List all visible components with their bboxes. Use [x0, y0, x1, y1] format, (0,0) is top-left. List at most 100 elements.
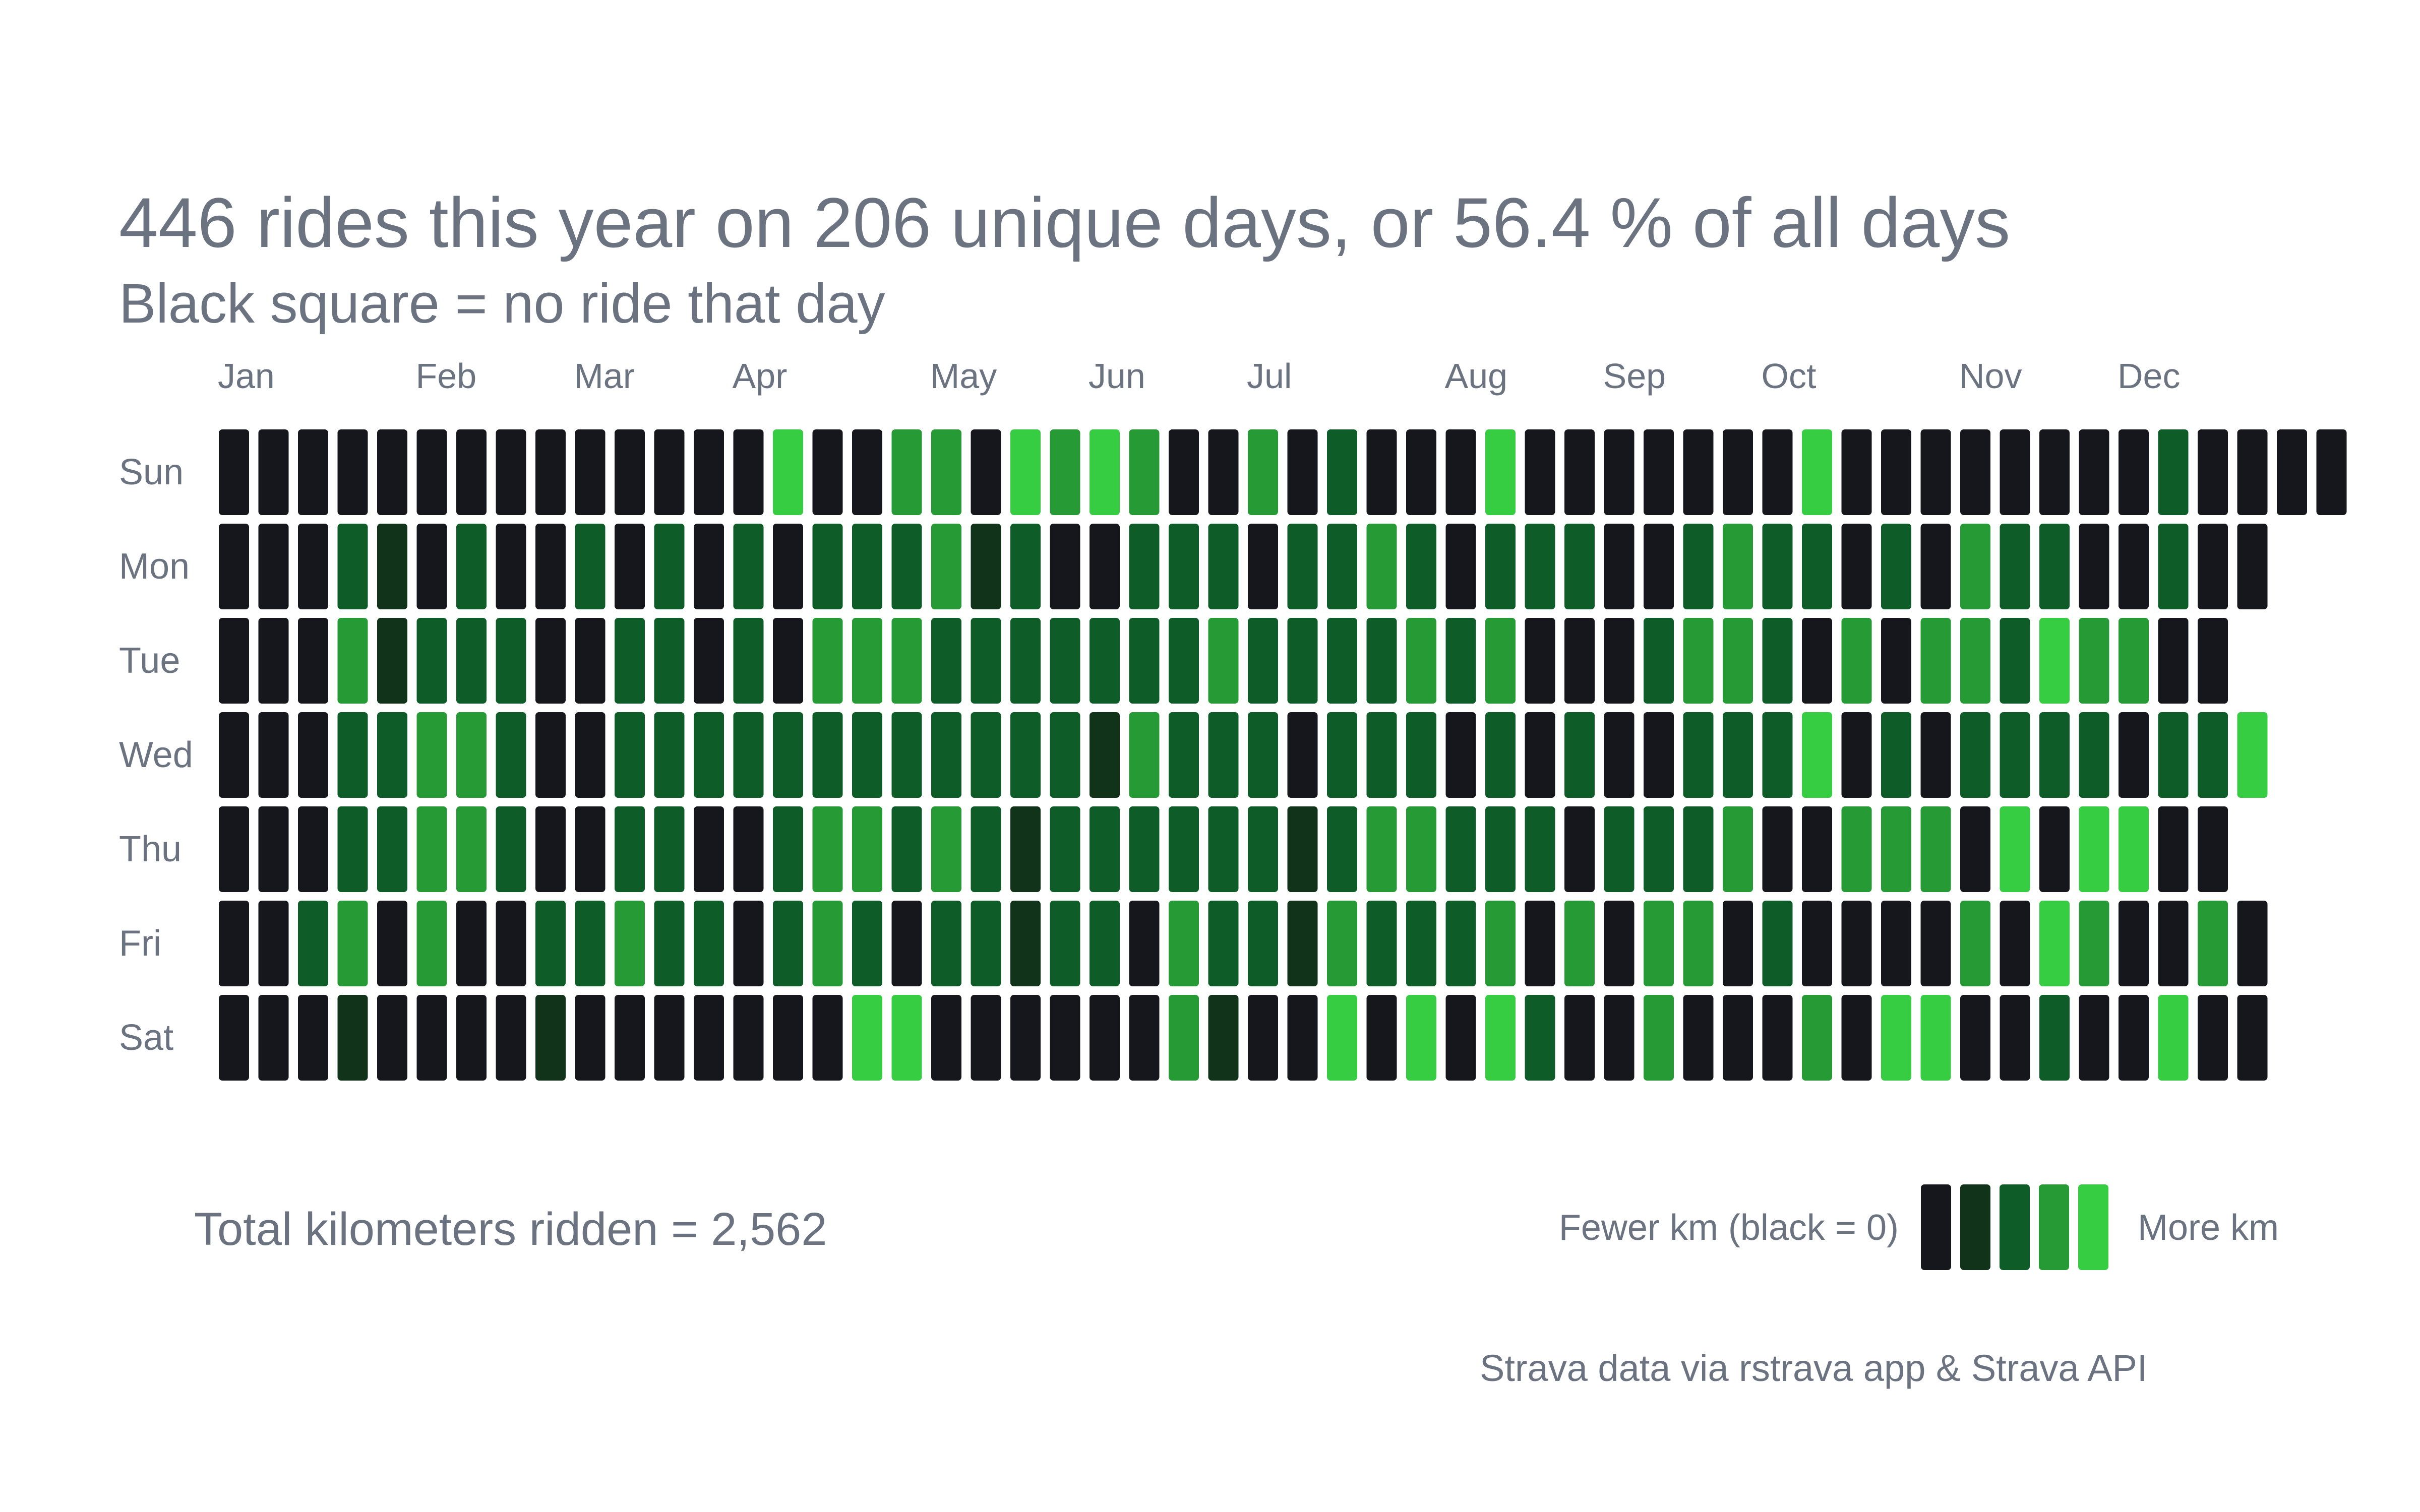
day-cell-sun-week-2	[298, 429, 328, 515]
day-cell-sun-week-41	[1841, 429, 1872, 515]
day-cell-sun-week-32	[1485, 429, 1516, 515]
day-cell-sat-week-17	[891, 995, 922, 1081]
day-cell-tue-week-34	[1564, 618, 1595, 704]
month-label-jan: Jan	[218, 356, 275, 396]
day-cell-sat-week-20	[1010, 995, 1041, 1081]
day-label-sun: Sun	[119, 452, 184, 492]
day-cell-fri-week-42	[1881, 901, 1911, 986]
day-cell-fri-week-11	[654, 901, 685, 986]
day-label-tue: Tue	[119, 641, 180, 681]
day-cell-thu-week-42	[1881, 806, 1911, 892]
day-cell-tue-week-13	[733, 618, 764, 704]
day-cell-thu-week-43	[1920, 806, 1951, 892]
day-cell-wed-week-9	[575, 712, 606, 798]
month-label-jun: Jun	[1088, 356, 1145, 396]
day-cell-wed-week-42	[1881, 712, 1911, 798]
day-cell-mon-week-17	[891, 524, 922, 609]
day-cell-sun-week-42	[1881, 429, 1911, 515]
day-cell-thu-week-49	[2158, 806, 2189, 892]
day-cell-wed-week-24	[1169, 712, 1199, 798]
day-cell-mon-week-3	[337, 524, 368, 609]
day-cell-mon-week-46	[2039, 524, 2070, 609]
day-cell-sat-week-41	[1841, 995, 1872, 1081]
day-cell-tue-week-17	[891, 618, 922, 704]
chart-subtitle: Black square = no ride that day	[119, 273, 885, 335]
legend-fewer-label: Fewer km (black = 0)	[1559, 1208, 1899, 1248]
day-cell-fri-week-49	[2158, 901, 2189, 986]
day-cell-wed-week-8	[535, 712, 566, 798]
day-cell-sun-week-37	[1683, 429, 1714, 515]
legend-swatch-level-4	[2078, 1184, 2108, 1270]
day-cell-mon-week-0	[219, 524, 249, 609]
data-source-caption: Strava data via rstrava app & Strava API	[1480, 1347, 2147, 1389]
day-cell-wed-week-13	[733, 712, 764, 798]
day-cell-sat-week-33	[1525, 995, 1555, 1081]
day-cell-fri-week-0	[219, 901, 249, 986]
day-cell-tue-week-28	[1327, 618, 1357, 704]
day-cell-tue-week-0	[219, 618, 249, 704]
day-cell-sat-week-14	[773, 995, 803, 1081]
day-cell-thu-week-15	[812, 806, 843, 892]
day-cell-wed-week-10	[615, 712, 645, 798]
day-cell-sun-week-13	[733, 429, 764, 515]
day-cell-thu-week-11	[654, 806, 685, 892]
day-cell-wed-week-31	[1445, 712, 1476, 798]
day-cell-tue-week-35	[1604, 618, 1635, 704]
day-cell-sun-week-28	[1327, 429, 1357, 515]
day-cell-thu-week-30	[1406, 806, 1436, 892]
day-cell-wed-week-32	[1485, 712, 1516, 798]
day-cell-fri-week-14	[773, 901, 803, 986]
day-cell-wed-week-37	[1683, 712, 1714, 798]
day-cell-sun-week-14	[773, 429, 803, 515]
day-cell-wed-week-51	[2237, 712, 2268, 798]
day-cell-tue-week-21	[1050, 618, 1080, 704]
day-cell-sun-week-3	[337, 429, 368, 515]
day-cell-thu-week-31	[1445, 806, 1476, 892]
day-cell-sat-week-8	[535, 995, 566, 1081]
day-cell-mon-week-12	[694, 524, 724, 609]
day-cell-tue-week-29	[1366, 618, 1397, 704]
day-cell-fri-week-31	[1445, 901, 1476, 986]
day-cell-thu-week-37	[1683, 806, 1714, 892]
day-cell-sun-week-50	[2198, 429, 2228, 515]
day-cell-tue-week-33	[1525, 618, 1555, 704]
day-cell-thu-week-18	[931, 806, 961, 892]
day-cell-sun-week-53	[2316, 429, 2347, 515]
day-cell-sun-week-26	[1248, 429, 1278, 515]
day-cell-mon-week-51	[2237, 524, 2268, 609]
day-cell-fri-week-2	[298, 901, 328, 986]
day-cell-fri-week-16	[852, 901, 882, 986]
day-cell-sat-week-12	[694, 995, 724, 1081]
day-cell-mon-week-38	[1723, 524, 1753, 609]
legend-swatch-level-0	[1921, 1184, 1951, 1270]
day-cell-tue-week-47	[2079, 618, 2109, 704]
day-cell-wed-week-47	[2079, 712, 2109, 798]
day-cell-tue-week-41	[1841, 618, 1872, 704]
day-cell-tue-week-10	[615, 618, 645, 704]
day-cell-sat-week-19	[971, 995, 1001, 1081]
day-cell-fri-week-17	[891, 901, 922, 986]
day-cell-wed-week-5	[416, 712, 447, 798]
day-cell-sat-week-13	[733, 995, 764, 1081]
day-label-fri: Fri	[119, 923, 161, 964]
day-cell-mon-week-35	[1604, 524, 1635, 609]
month-label-nov: Nov	[1959, 356, 2022, 396]
day-cell-fri-week-10	[615, 901, 645, 986]
day-cell-tue-week-38	[1723, 618, 1753, 704]
day-cell-fri-week-1	[258, 901, 289, 986]
day-cell-thu-week-21	[1050, 806, 1080, 892]
day-cell-mon-week-45	[2000, 524, 2030, 609]
day-cell-sun-week-36	[1644, 429, 1674, 515]
day-cell-fri-week-48	[2119, 901, 2149, 986]
day-cell-wed-week-19	[971, 712, 1001, 798]
day-cell-thu-week-23	[1129, 806, 1160, 892]
day-cell-fri-week-22	[1090, 901, 1120, 986]
day-cell-mon-week-20	[1010, 524, 1041, 609]
day-cell-sat-week-49	[2158, 995, 2189, 1081]
day-cell-fri-week-9	[575, 901, 606, 986]
day-cell-thu-week-16	[852, 806, 882, 892]
day-cell-sun-week-16	[852, 429, 882, 515]
day-cell-mon-week-18	[931, 524, 961, 609]
day-cell-sat-week-32	[1485, 995, 1516, 1081]
day-cell-tue-week-16	[852, 618, 882, 704]
